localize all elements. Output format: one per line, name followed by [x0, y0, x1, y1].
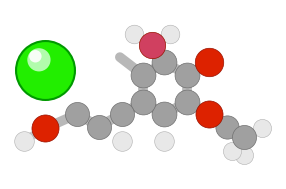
Point — [150, 43, 154, 46]
Point — [75, 113, 80, 116]
Point — [206, 61, 211, 64]
Point — [206, 113, 211, 116]
Point — [167, 33, 172, 36]
Point — [185, 73, 190, 76]
Point — [119, 139, 124, 142]
Point — [141, 73, 145, 76]
Point — [43, 68, 47, 71]
Point — [162, 113, 167, 116]
Point — [33, 55, 38, 58]
Point — [224, 125, 229, 128]
Point — [162, 61, 167, 64]
Point — [119, 113, 124, 116]
Point — [260, 127, 265, 130]
Point — [37, 58, 41, 61]
Point — [141, 100, 145, 103]
Point — [96, 125, 101, 128]
Point — [132, 33, 136, 36]
Point — [162, 139, 167, 142]
Point — [242, 153, 247, 156]
Point — [185, 100, 190, 103]
Point — [43, 127, 47, 130]
Point — [242, 136, 247, 139]
Point — [206, 113, 211, 116]
Point — [230, 150, 234, 153]
Point — [21, 139, 26, 142]
